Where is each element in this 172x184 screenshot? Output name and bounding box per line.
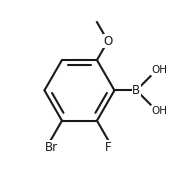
Text: Br: Br	[44, 141, 58, 154]
Text: O: O	[103, 35, 112, 48]
Text: OH: OH	[152, 106, 168, 116]
Text: B: B	[132, 84, 140, 97]
Text: OH: OH	[152, 65, 168, 75]
Text: F: F	[105, 141, 111, 154]
